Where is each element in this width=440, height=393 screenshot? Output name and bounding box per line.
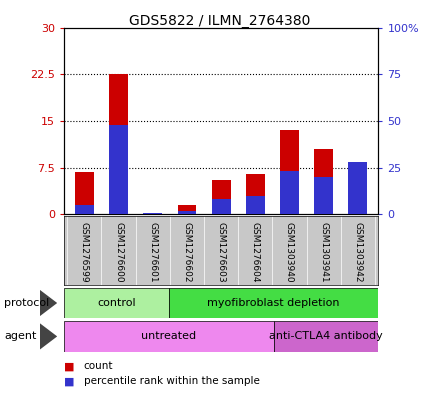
Bar [274,321,378,352]
Text: GSM1276604: GSM1276604 [251,222,260,282]
Text: ■: ■ [64,376,74,386]
Bar [246,174,265,214]
Bar [348,167,367,214]
Bar [314,177,333,214]
Text: protocol: protocol [4,298,50,308]
Text: control: control [97,298,136,308]
Text: ■: ■ [64,361,74,371]
Text: GSM1276603: GSM1276603 [216,222,226,282]
Polygon shape [40,290,57,316]
Bar [212,180,231,214]
Text: GSM1276602: GSM1276602 [183,222,191,282]
Polygon shape [40,323,57,350]
Bar [143,213,162,214]
Bar [109,74,128,214]
Bar [280,130,299,214]
Text: GSM1303941: GSM1303941 [319,222,328,282]
Bar [177,211,196,214]
Text: count: count [84,361,113,371]
Bar [348,162,367,214]
Bar [64,288,169,318]
Text: GDS5822 / ILMN_2764380: GDS5822 / ILMN_2764380 [129,14,311,28]
Bar [143,213,162,214]
Text: percentile rank within the sample: percentile rank within the sample [84,376,260,386]
Bar [314,149,333,214]
Bar [246,195,265,214]
Text: anti-CTLA4 antibody: anti-CTLA4 antibody [269,331,383,342]
Text: agent: agent [4,331,37,342]
Bar [212,199,231,214]
Bar [75,205,94,214]
Bar [75,172,94,214]
Text: GSM1303942: GSM1303942 [353,222,363,282]
Bar [177,205,196,214]
Bar [109,125,128,214]
Bar [169,288,378,318]
Bar [64,321,274,352]
Text: untreated: untreated [141,331,196,342]
Text: GSM1276601: GSM1276601 [148,222,157,282]
Text: GSM1276599: GSM1276599 [80,222,89,282]
Text: myofibroblast depletion: myofibroblast depletion [207,298,340,308]
Text: GSM1303940: GSM1303940 [285,222,294,282]
Text: GSM1276600: GSM1276600 [114,222,123,282]
Bar [280,171,299,214]
